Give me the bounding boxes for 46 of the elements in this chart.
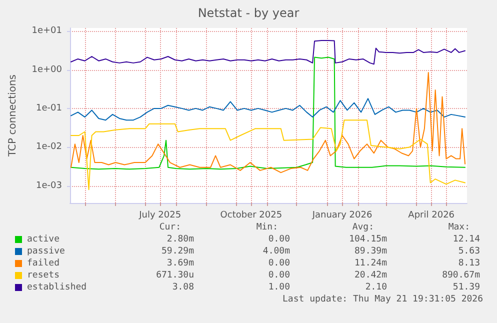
y-tick-label: 1e+00 (32, 64, 62, 75)
text: 12.14 (452, 234, 480, 244)
chart-title: Netstat - by year (198, 6, 300, 20)
x-tick-label: January 2026 (311, 210, 372, 220)
legend-label: failed (27, 258, 60, 268)
text: 4.00m (262, 246, 290, 256)
text: 8.13 (458, 258, 480, 268)
line-series (70, 120, 466, 190)
text: Avg: (352, 222, 374, 232)
line-series (70, 72, 466, 174)
text: 0.00 (268, 258, 290, 268)
line-series (70, 56, 466, 170)
text: 3.08 (172, 282, 194, 292)
text: 1.00 (268, 282, 290, 292)
text: Cur: (159, 222, 181, 232)
text: 2.10 (365, 282, 387, 292)
text: 890.67m (442, 270, 480, 280)
text: 671.30u (156, 270, 194, 280)
line-series (70, 40, 466, 65)
x-tick-label: July 2025 (138, 210, 182, 220)
text: 3.69m (166, 258, 194, 268)
text: 51.39 (452, 282, 480, 292)
legend-label: established (27, 282, 87, 292)
x-tick-label: October 2025 (220, 210, 282, 220)
text: Max: (448, 222, 470, 232)
text: 11.24m (354, 258, 387, 268)
text: 5.63 (458, 246, 480, 256)
text: Last update: Thu May 21 19:31:05 2026 (282, 294, 483, 304)
text: Min: (256, 222, 278, 232)
line-series (70, 98, 466, 121)
x-tick-label: April 2026 (408, 210, 455, 220)
legend-label: passive (27, 246, 65, 256)
text: 89.39m (354, 246, 387, 256)
text: 20.42m (354, 270, 387, 280)
text: 0.00 (268, 234, 290, 244)
text: 104.15m (349, 234, 387, 244)
y-tick-label: 1e+01 (32, 26, 62, 36)
y-tick-label: 1e-03 (36, 180, 62, 191)
legend-label: active (27, 234, 60, 244)
text: 0.00 (268, 270, 290, 280)
legend-label: resets (27, 270, 60, 280)
y-axis-title: TCP connections (8, 74, 18, 158)
y-tick-label: 1e-02 (36, 142, 62, 152)
text: 59.29m (161, 246, 194, 256)
y-tick-label: 1e-01 (36, 103, 62, 114)
text: 2.80m (166, 234, 194, 244)
